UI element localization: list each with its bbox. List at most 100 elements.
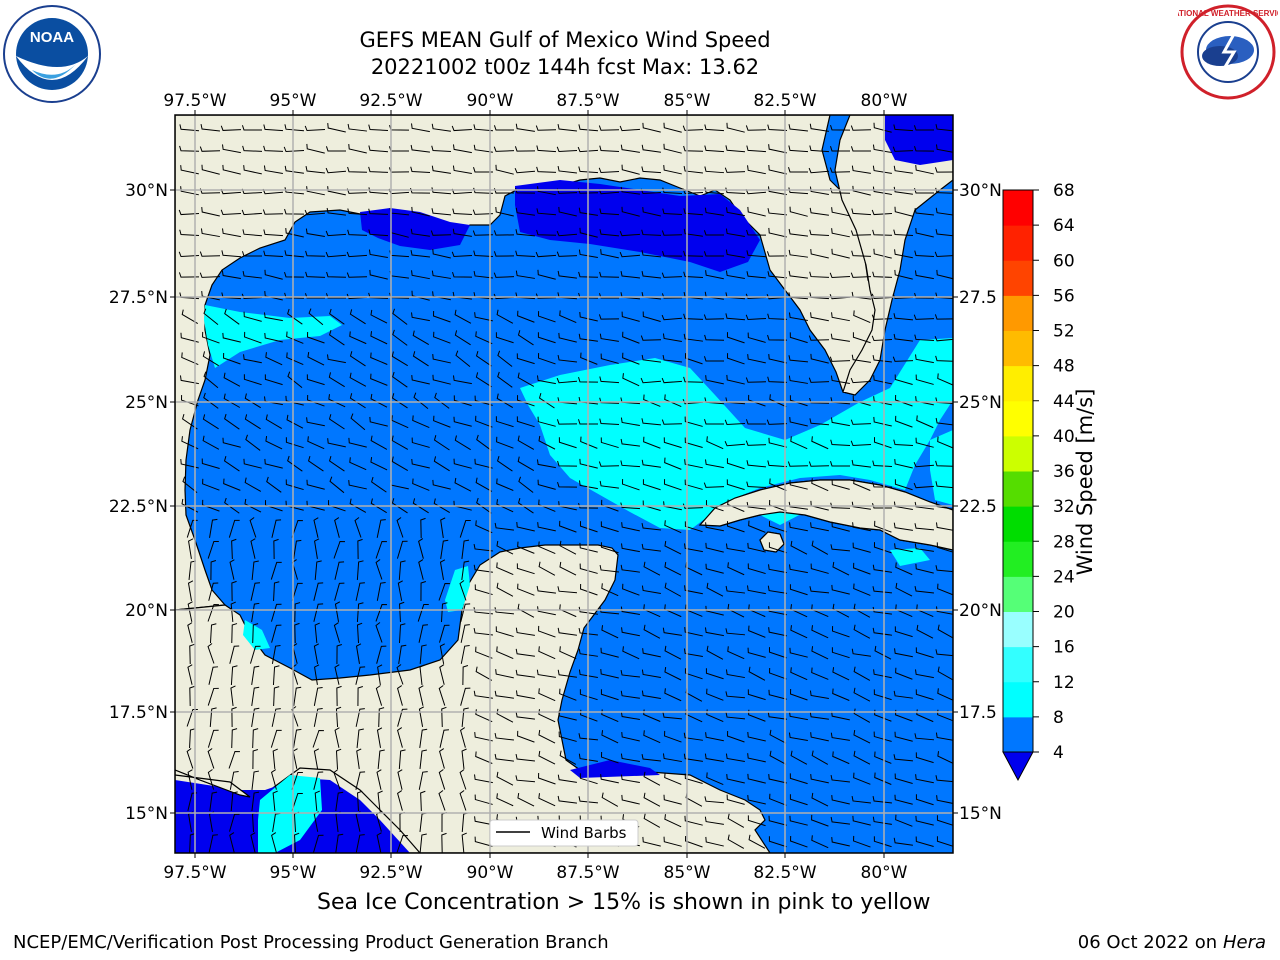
wind-barb <box>291 792 303 811</box>
wind-barb <box>662 712 683 720</box>
wind-barb <box>704 796 725 804</box>
wind-barb <box>419 833 427 853</box>
wind-barb <box>769 394 787 408</box>
wind-barb <box>664 772 682 785</box>
wind-barb <box>203 308 219 326</box>
wind-barb <box>287 308 303 325</box>
wind-barb <box>431 145 452 152</box>
wind-barb <box>453 458 472 469</box>
wind-barb <box>438 769 446 790</box>
wind-barb <box>556 146 578 153</box>
wind-barb <box>294 622 300 644</box>
lat-tick-left: 22.5°N <box>109 497 168 517</box>
wind-barb <box>790 436 808 450</box>
wind-barb <box>244 414 261 430</box>
wind-barb <box>915 563 934 574</box>
wind-barb <box>600 668 619 679</box>
wind-barb <box>747 815 766 827</box>
wind-barb <box>600 752 619 764</box>
wind-barb <box>270 561 282 580</box>
wind-barb <box>335 706 342 728</box>
wind-barb <box>600 647 619 658</box>
wind-barb <box>354 517 362 538</box>
wind-barb <box>853 624 871 639</box>
wind-barb <box>188 538 194 559</box>
wind-barb <box>474 732 493 742</box>
wind-barb <box>871 209 893 216</box>
wind-barb <box>664 394 682 408</box>
lon-tick-top: 80°W <box>861 91 908 111</box>
wind-barb <box>894 249 913 259</box>
wind-barb <box>788 312 808 322</box>
wind-barb <box>831 521 850 532</box>
wind-barb <box>375 540 387 559</box>
wind-barb <box>747 647 766 658</box>
wind-barb <box>620 271 641 279</box>
wind-barb <box>201 164 220 175</box>
wind-barb <box>727 562 745 576</box>
wind-barb <box>788 375 808 384</box>
wind-barb <box>334 664 340 685</box>
wind-barb <box>578 249 598 258</box>
wind-barb <box>641 459 661 468</box>
wind-barb <box>264 332 283 343</box>
wind-barb <box>640 377 662 384</box>
wind-barb <box>333 622 341 643</box>
wind-barb <box>682 125 704 131</box>
wind-barb <box>241 125 263 131</box>
colorbar-segment <box>1003 716 1033 753</box>
wind-barb <box>706 709 724 723</box>
wind-barb <box>420 517 426 539</box>
wind-barb <box>579 311 598 322</box>
wind-barb <box>788 145 809 153</box>
wind-barb <box>178 251 200 258</box>
wind-barb <box>557 795 577 804</box>
wind-barb <box>313 582 324 601</box>
wind-barb <box>578 207 598 216</box>
wind-barb <box>431 123 451 132</box>
wind-barb <box>767 334 788 341</box>
wind-barb <box>703 482 725 488</box>
wind-barb <box>273 538 279 560</box>
wind-barb <box>325 251 347 258</box>
wind-barb <box>287 371 303 388</box>
wind-barb <box>453 395 472 407</box>
wind-barb <box>684 353 703 365</box>
wind-barb <box>747 773 766 784</box>
wind-barb <box>475 351 492 367</box>
wind-barb <box>748 520 766 533</box>
wind-barb <box>767 186 787 196</box>
wind-barb <box>640 335 662 341</box>
wind-barb <box>746 250 767 258</box>
wind-barb <box>535 125 557 131</box>
noaa-logo-text: NOAA <box>30 29 74 46</box>
wind-barb <box>460 687 471 706</box>
wind-barb <box>935 606 953 615</box>
wind-barb <box>705 500 724 512</box>
wind-barb <box>313 687 323 706</box>
wind-barb <box>559 561 577 576</box>
wind-barb <box>684 437 703 448</box>
wind-barb <box>915 669 934 679</box>
wind-barb <box>410 166 431 173</box>
wind-barb <box>873 542 892 554</box>
wind-barb <box>207 729 219 748</box>
wind-barb <box>473 124 494 132</box>
wind-barb <box>459 519 471 538</box>
wind-barb <box>536 669 556 678</box>
wind-barb <box>209 623 217 644</box>
wind-barb <box>599 333 619 342</box>
wind-barb <box>473 250 494 257</box>
wind-barb <box>683 753 703 762</box>
wind-barb <box>727 603 745 618</box>
wind-barb <box>516 416 535 428</box>
wind-barb <box>557 627 577 636</box>
wind-barb <box>439 664 445 685</box>
wind-barb <box>207 603 219 622</box>
wind-barb <box>579 227 598 238</box>
colorbar-tick: 28 <box>1053 532 1075 552</box>
wind-barb <box>475 709 493 723</box>
wind-barb <box>231 728 238 749</box>
legend-wind-barbs-label: Wind Barbs <box>541 824 627 842</box>
wind-barb <box>663 794 682 805</box>
